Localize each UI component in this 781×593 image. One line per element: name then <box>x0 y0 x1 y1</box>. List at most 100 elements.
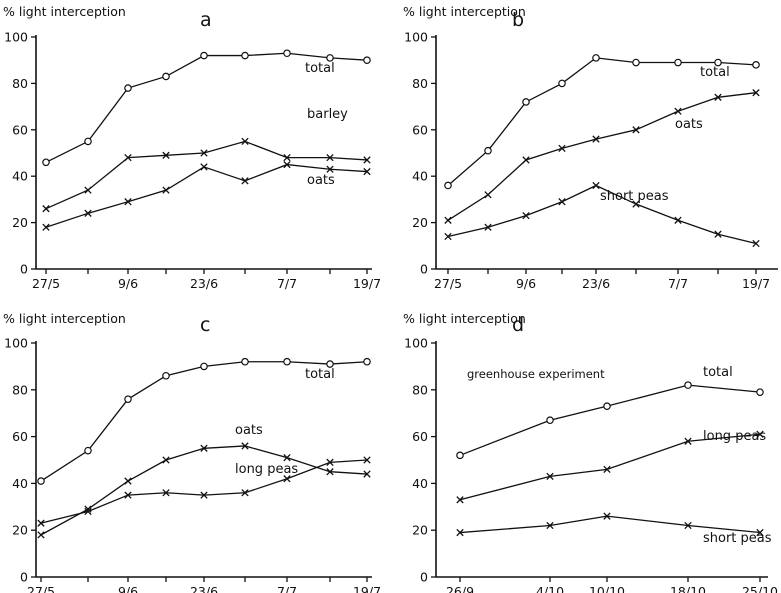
data-point <box>444 232 452 241</box>
data-point <box>684 437 692 445</box>
series-label: long peas <box>235 462 298 477</box>
x-tick-label: 23/6 <box>190 584 218 593</box>
data-point <box>756 388 764 396</box>
data-point <box>84 186 92 194</box>
data-point <box>124 153 132 162</box>
y-tick-label: 40 <box>12 476 28 491</box>
y-axis-title: % light interception <box>3 311 126 326</box>
x-tick-label: 10/10 <box>589 584 625 593</box>
data-point <box>714 93 722 101</box>
data-point <box>326 458 334 466</box>
data-point <box>363 470 371 478</box>
panel-letter: c <box>200 314 210 336</box>
data-point <box>241 489 249 497</box>
x-tick-label: 18/10 <box>670 584 706 593</box>
data-point <box>546 521 554 530</box>
y-tick-label: 0 <box>420 262 428 277</box>
data-point <box>558 79 566 88</box>
y-tick-label: 100 <box>404 30 428 45</box>
data-point <box>363 456 371 464</box>
data-point <box>484 191 492 199</box>
data-point <box>684 521 692 530</box>
x-tick-label: 27/5 <box>434 276 462 291</box>
data-point <box>283 357 291 366</box>
panel-c: % light interception c 0 20 40 60 80 100 27/5 9/6… <box>3 311 381 593</box>
data-point <box>283 475 291 483</box>
data-point <box>124 477 132 485</box>
x-tick-label: 7/7 <box>277 584 297 593</box>
series-label: total <box>305 61 335 76</box>
data-point <box>162 186 170 194</box>
y-axis-title: % light interception <box>3 4 126 19</box>
data-point <box>456 451 464 460</box>
y-tick-label: 60 <box>412 122 428 137</box>
data-point <box>84 507 92 516</box>
y-tick-label: 80 <box>412 76 428 91</box>
panel-annotation: greenhouse experiment <box>467 367 605 381</box>
series-label: total <box>305 367 335 382</box>
data-point <box>363 167 371 176</box>
data-point <box>241 442 249 450</box>
data-point <box>42 158 50 167</box>
data-point <box>283 454 291 462</box>
x-tick-label: 27/5 <box>27 584 55 593</box>
y-tick-label: 80 <box>12 382 28 397</box>
y-tick-label: 0 <box>20 570 28 585</box>
data-point <box>124 84 132 92</box>
data-point <box>456 496 464 504</box>
series-label: oats <box>675 117 703 132</box>
data-point <box>326 153 334 162</box>
data-point <box>546 416 554 425</box>
series-label: short peas <box>703 531 772 546</box>
y-axis-title: % light interception <box>403 311 526 326</box>
data-point <box>42 205 50 213</box>
y-tick-label: 0 <box>20 262 28 277</box>
data-point <box>162 489 170 497</box>
data-point <box>200 362 208 371</box>
data-point <box>444 181 452 190</box>
data-point <box>592 54 600 62</box>
series-label: total <box>703 365 733 380</box>
data-point <box>283 160 291 169</box>
y-tick-label: 60 <box>12 122 28 137</box>
y-tick-label: 80 <box>12 76 28 91</box>
series-label: barley <box>307 107 348 122</box>
data-point <box>674 107 682 115</box>
data-point <box>200 163 208 171</box>
x-tick-label: 19/7 <box>742 276 770 291</box>
data-point <box>632 126 640 134</box>
series-label: oats <box>235 423 263 438</box>
data-point <box>522 98 530 106</box>
data-point <box>756 430 764 438</box>
data-point <box>484 146 492 155</box>
panel-letter: d <box>512 314 524 336</box>
data-point <box>162 72 170 81</box>
data-point <box>558 198 566 206</box>
y-tick-label: 0 <box>420 570 428 585</box>
data-point <box>592 181 600 190</box>
data-point <box>684 381 692 389</box>
data-point <box>37 531 45 539</box>
x-tick-label: 25/10 <box>742 584 778 593</box>
data-point <box>162 456 170 464</box>
series-label: short peas <box>600 189 669 204</box>
data-point <box>752 61 760 69</box>
x-tick-label: 9/6 <box>516 276 536 291</box>
data-point <box>484 223 492 231</box>
x-tick-label: 23/6 <box>190 276 218 291</box>
x-tick-label: 27/5 <box>32 276 60 291</box>
data-point <box>283 153 291 162</box>
x-tick-label: 7/7 <box>668 276 688 291</box>
data-point <box>200 491 208 499</box>
data-point <box>200 444 208 452</box>
data-point <box>326 360 334 368</box>
data-point <box>326 165 334 173</box>
data-point <box>241 177 249 185</box>
data-point <box>241 137 249 146</box>
y-tick-label: 80 <box>412 382 428 397</box>
data-point <box>326 468 334 476</box>
data-point <box>363 156 371 164</box>
data-point <box>546 472 554 481</box>
series-line-oats <box>40 445 368 536</box>
